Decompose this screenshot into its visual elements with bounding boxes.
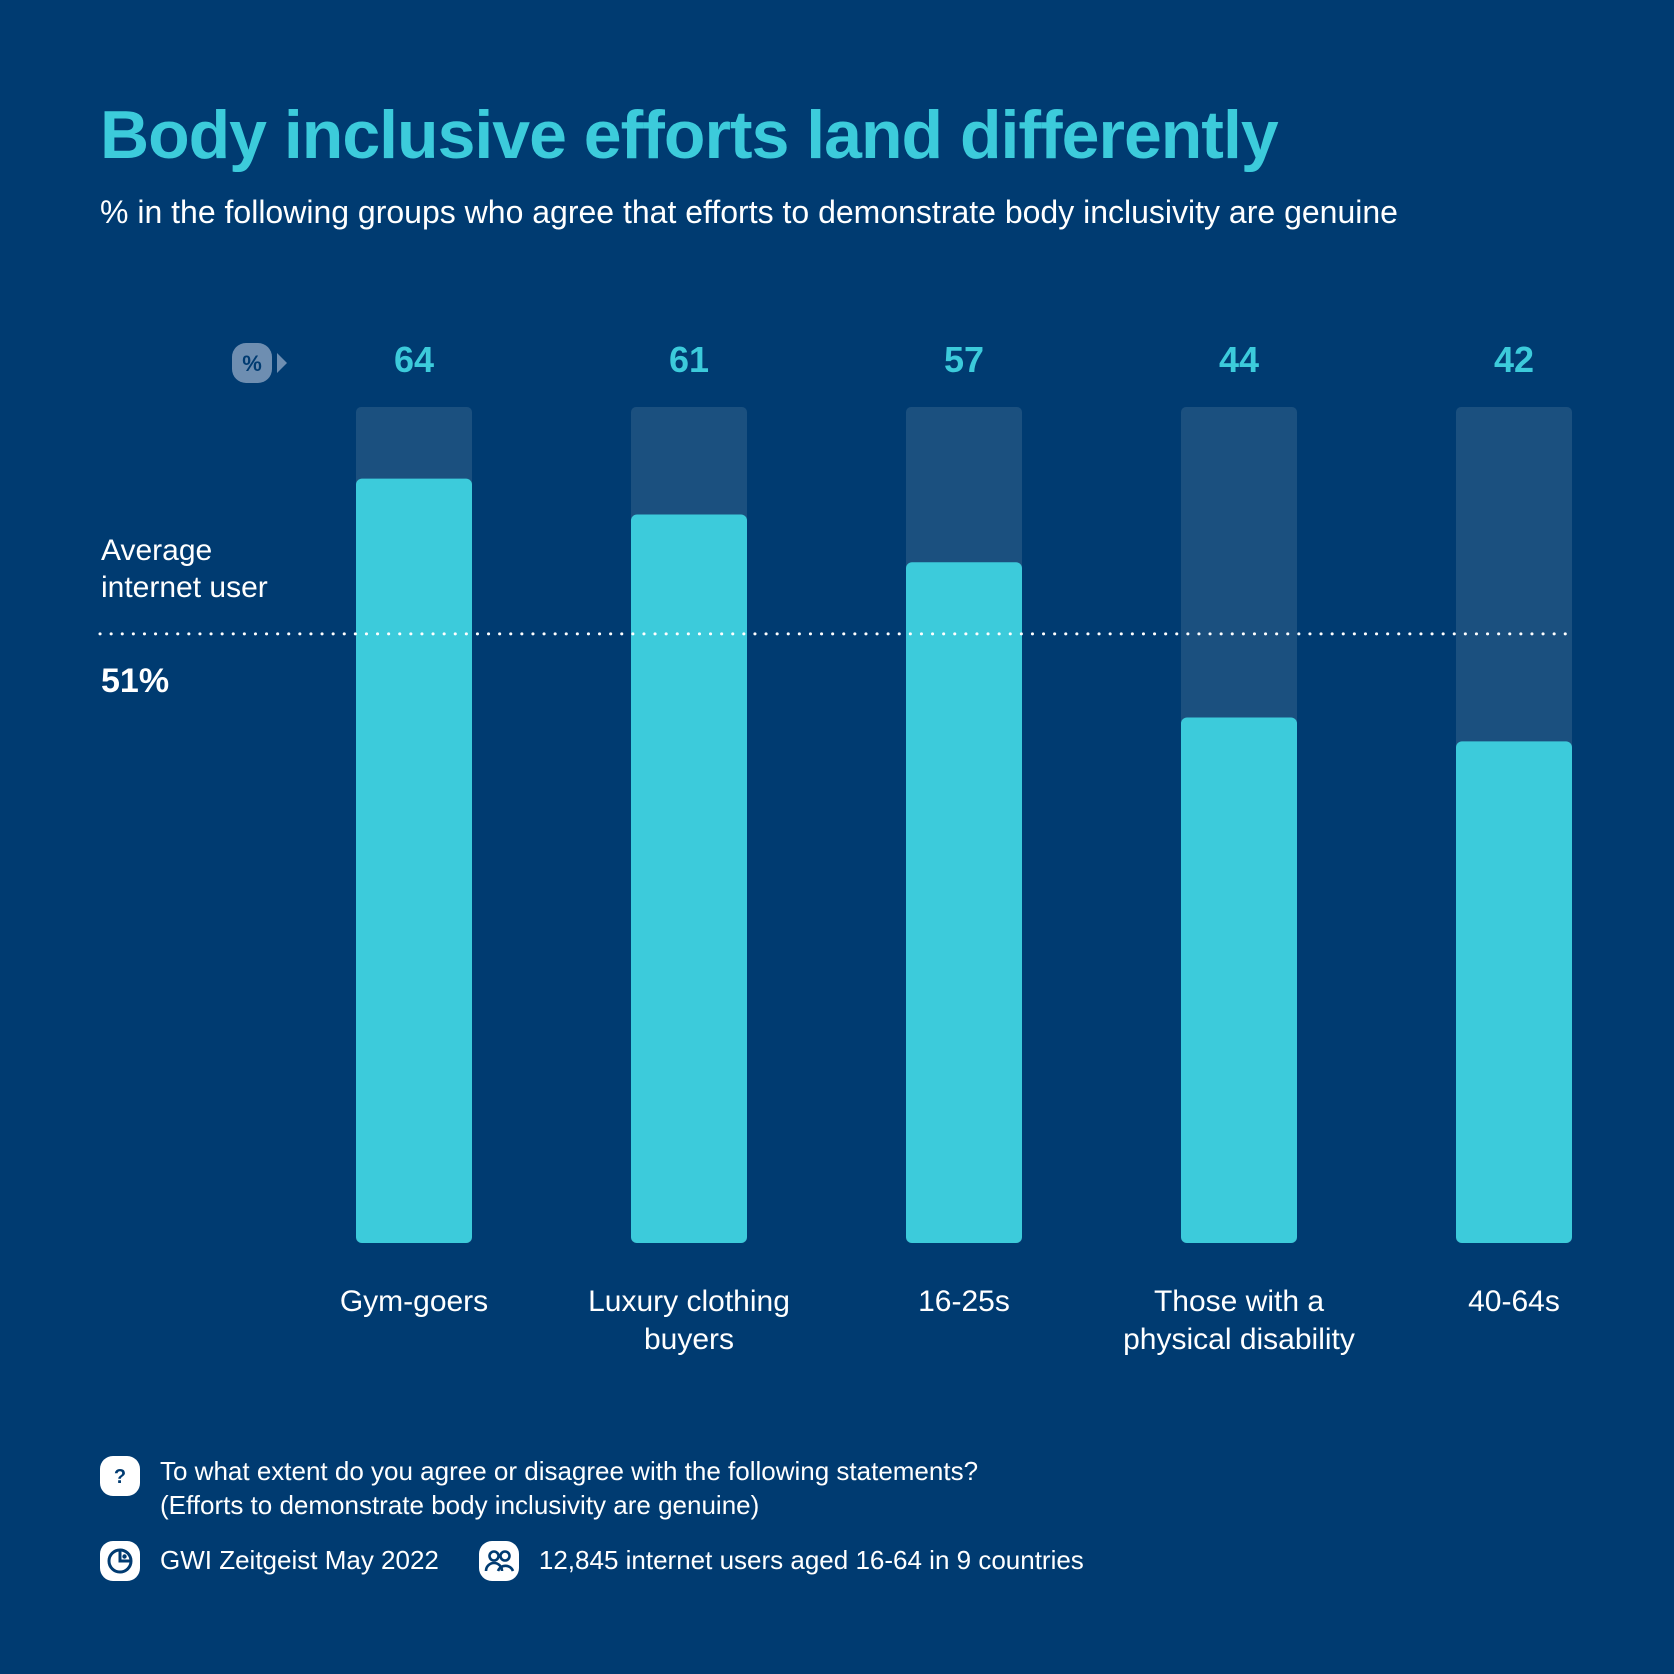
question-line-2: (Efforts to demonstrate body inclusivity… [160,1490,760,1520]
question-line-1: To what extent do you agree or disagree … [160,1456,979,1486]
question-note: ? To what extent do you agree or disagre… [100,1456,978,1522]
chart-subtitle: % in the following groups who agree that… [100,194,1398,230]
average-label: internet user [101,571,268,604]
chart-title: Body inclusive efforts land differently [100,97,1279,173]
unit-badge-arrow-icon [277,353,287,373]
bar-chart: 64 Gym-goers 61 Luxury clothing buyers 57 16-2… [98,339,1576,1356]
gwi-logo-icon [100,1541,140,1581]
people-icon [478,1541,519,1581]
category-label: Luxury clothing [588,1285,790,1318]
data-label: 64 [394,339,434,380]
source-note: GWI Zeitgeist May 2022 12,845 internet u… [100,1541,1084,1581]
data-label: 42 [1494,339,1534,380]
category-label: Gym-goers [340,1285,488,1318]
category-label: physical disability [1123,1323,1355,1356]
bar-1 [631,514,747,1243]
unit-badge-label: % [242,351,262,376]
data-label: 57 [944,339,984,380]
category-label: Those with a [1154,1285,1324,1318]
category-label: buyers [644,1323,734,1356]
category-label: 40-64s [1468,1285,1560,1318]
bar-2 [906,562,1022,1243]
average-value: 51% [101,662,169,700]
bar-4 [1456,741,1572,1243]
svg-text:?: ? [114,1466,126,1488]
sample-text: 12,845 internet users aged 16-64 in 9 co… [538,1545,1084,1575]
source-text: GWI Zeitgeist May 2022 [160,1545,439,1575]
question-icon: ? [100,1456,140,1496]
bar-3 [1181,717,1297,1243]
category-label: 16-25s [918,1285,1010,1318]
data-label: 61 [669,339,709,380]
average-label: Average [101,534,212,567]
data-label: 44 [1219,339,1259,380]
bar-0 [356,478,472,1244]
unit-badge [232,343,272,383]
